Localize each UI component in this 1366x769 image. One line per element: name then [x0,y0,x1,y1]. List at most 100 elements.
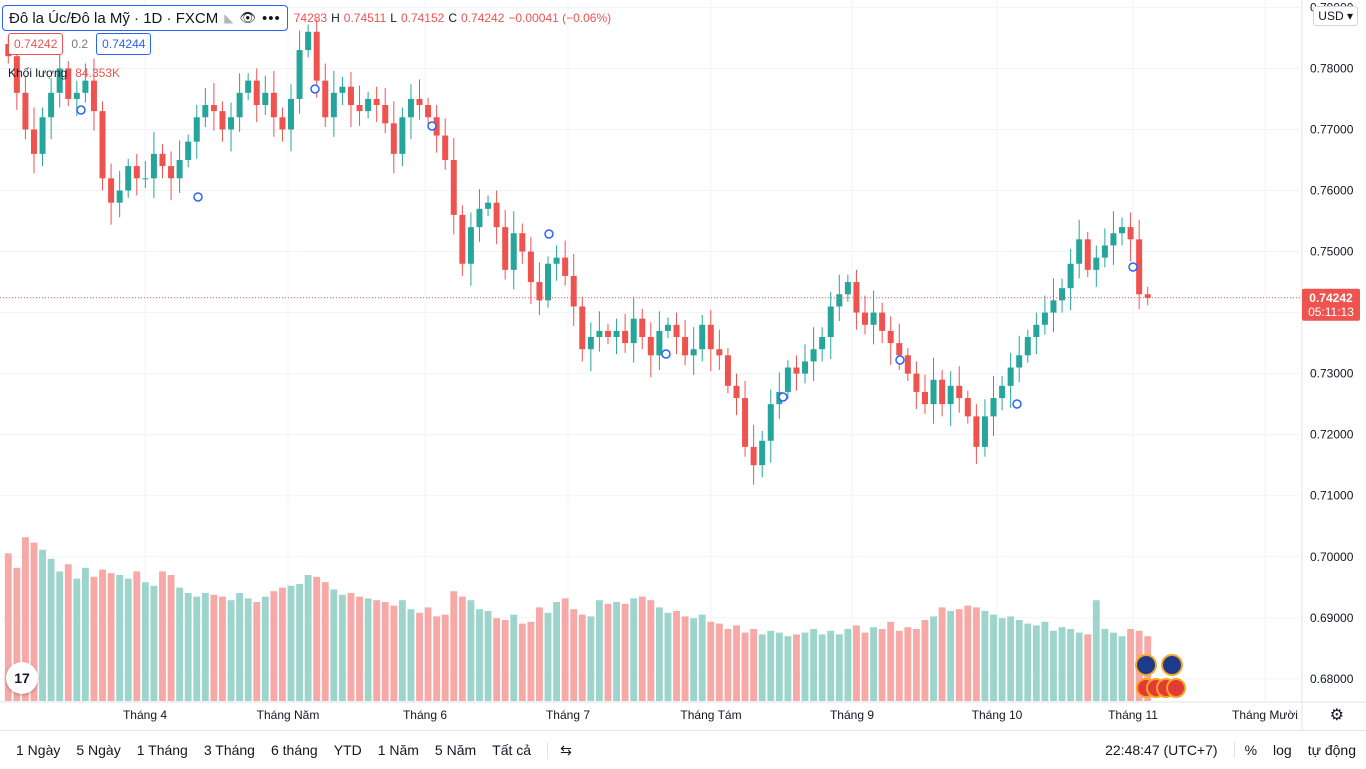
date-range-icon[interactable]: ⇆ [547,741,572,759]
flag-icon[interactable]: ◣ [224,11,234,25]
volume-value: 84.353K [75,66,120,80]
volume-bar [4,553,12,701]
volume-bar [1024,623,1032,701]
volume-bar [141,582,149,701]
volume-bar [587,616,595,701]
volume-bar [167,575,175,701]
candle-body [450,159,457,215]
volume-bar [673,611,680,701]
volume-bar [287,585,295,701]
candle-body [947,385,954,405]
candle-body [579,306,586,350]
volume-bar [433,616,441,701]
candle-body [887,330,894,344]
volume-bar [1101,629,1109,701]
percent-toggle[interactable]: % [1233,742,1257,758]
candle-body [767,404,774,441]
range-6m[interactable]: 6 tháng [270,742,318,758]
range-3m[interactable]: 3 Tháng [203,742,255,758]
range-ytd[interactable]: YTD [333,742,362,758]
candle-body [1136,239,1143,295]
candle-body [1127,227,1134,240]
candle-body [562,257,569,276]
volume-bar [390,605,398,701]
candle-body [193,117,200,142]
candle-body [1076,239,1083,264]
volume-bar [561,598,569,701]
volume-bar [544,612,552,701]
y-tick-label: 0.70000 [1310,550,1354,564]
currency-button[interactable]: USD ▾ [1313,6,1358,26]
volume-label[interactable]: Khối lượng [8,66,68,80]
event-marker-icon [778,392,788,402]
candle-body [1119,227,1126,234]
candle-body [750,446,757,466]
candle-body [347,86,354,106]
tradingview-logo-icon[interactable]: 17 [6,662,38,694]
price-chart[interactable]: 0.790000.780000.770000.760000.750000.740… [0,0,1366,730]
candle-body [896,343,903,356]
volume-bar [801,632,809,701]
volume-bar [381,602,389,701]
volume-bar [784,636,792,701]
candle-body [210,105,217,112]
gear-icon[interactable]: ⚙ [1329,707,1344,724]
candle-body [1093,257,1100,270]
range-5y[interactable]: 5 Năm [434,742,477,758]
sell-price-button[interactable]: 0.74242 [8,33,64,55]
candle-body [442,135,449,160]
volume-bar [39,549,46,701]
candle-body [802,361,809,374]
candle-body [22,92,29,130]
range-all[interactable]: Tất cả [492,742,532,758]
x-tick-label: Tháng 11 [1108,708,1158,722]
candle-body [142,178,149,180]
volume-bar [861,632,869,701]
candle-body [973,416,980,447]
volume-bar [930,616,937,701]
volume-bar [13,567,21,701]
buy-price-button[interactable]: 0.74244 [96,33,152,55]
candle-body [296,50,303,99]
volume-bar [296,584,303,701]
candle-body [1110,233,1117,246]
volume-bar [1015,620,1023,701]
price-tag-value: 0.74242 [1309,291,1353,305]
range-1y[interactable]: 1 Năm [377,742,419,758]
candle-body [30,129,37,154]
range-5d[interactable]: 5 Ngày [76,742,121,758]
candle-body [604,330,611,337]
symbol-box[interactable]: Đô la Úc/Đô la Mỹ · 1D · FXCM ◣ 👁 ••• [2,5,288,31]
volume-bar [767,630,775,701]
volume-bar [647,600,655,701]
candle-body [313,31,320,81]
clock-time[interactable]: 22:48:47 (UTC+7) [1105,742,1218,758]
candle-body [159,153,166,167]
candle-body [82,80,89,93]
volume-bar [484,611,492,701]
volume-bar [818,634,826,701]
log-toggle[interactable]: log [1273,742,1292,758]
volume-bar [270,591,278,701]
candle-body [536,282,543,301]
candle-body [510,233,517,270]
volume-bar [1084,634,1092,701]
x-tick-label: Tháng Năm [257,708,320,722]
volume-bar [176,587,184,701]
event-marker-icon [1012,399,1022,409]
eye-icon[interactable]: 👁 [239,10,256,25]
volume-bar [527,621,535,701]
candle-body [493,202,500,228]
volume-bar [236,593,244,701]
range-1d[interactable]: 1 Ngày [16,742,61,758]
candle-body [279,117,286,130]
auto-scale-toggle[interactable]: tự động [1307,742,1356,758]
candle-body [844,282,851,295]
candle-body [1041,312,1048,325]
candle-body [116,190,123,203]
symbol-title[interactable]: Đô la Úc/Đô la Mỹ · 1D · FXCM [9,9,219,27]
candle-body [219,111,226,130]
range-1m[interactable]: 1 Tháng [136,742,188,758]
volume-bar [964,605,972,701]
more-icon[interactable]: ••• [261,9,281,27]
